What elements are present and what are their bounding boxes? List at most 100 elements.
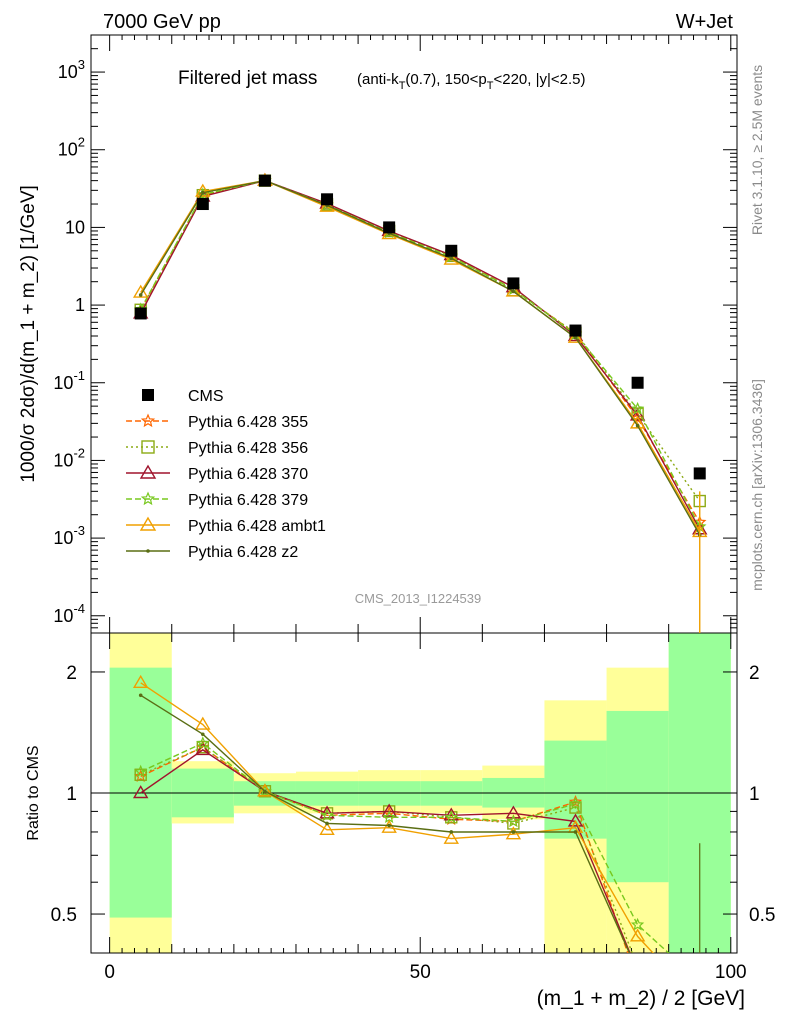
data-point [507,277,520,290]
analysis-id: CMS_2013_I1224539 [355,591,482,606]
data-point [631,376,644,389]
data-point [445,244,458,257]
series-marker [635,423,640,428]
ratio-line-0 [140,746,629,953]
series-marker [201,732,205,737]
series-marker [443,830,459,844]
y-tick-label: 102 [58,135,85,160]
series-line-2 [140,179,701,530]
data-point [134,307,147,320]
ratio-line-5 [140,694,631,953]
series-marker [629,407,646,421]
series-marker [382,810,396,824]
data-point [321,193,334,206]
series-marker [319,821,335,835]
series-marker [141,440,155,454]
data-point [383,221,396,234]
series-marker [139,464,157,479]
series-marker [443,251,459,265]
series-marker [196,736,210,749]
series-marker [319,198,335,212]
series-marker [506,814,521,828]
series-marker [381,819,397,833]
ratio-tick-label-right: 2 [749,663,760,684]
series-marker [568,796,583,810]
series-marker [325,821,329,826]
ratio-line-1 [140,746,634,953]
ratio-tick-label: 1 [66,784,77,805]
series-marker [195,742,211,756]
series-marker [505,826,522,840]
series-marker [569,801,582,814]
series-marker [511,289,516,294]
ratio-tick-label-right: 0.5 [749,905,775,926]
series-marker [449,830,454,834]
series-marker [573,830,578,834]
series-marker [140,491,156,506]
header-energy: 7000 GeV pp [103,11,221,33]
ratio-tick-label: 2 [66,663,77,684]
data-points [134,174,706,480]
stat-band [606,710,669,883]
series-marker [139,516,157,531]
ratio-line-4 [140,682,654,953]
series-marker [132,674,149,688]
y-tick-label: 103 [58,57,85,82]
header-process: W+Jet [676,11,734,33]
y-tick-label: 1 [75,295,85,315]
axis-ticks: 10-4 10-3 10-2 10-1 1 10 102 103 0.5 0.5 1 1 2 2 0 50 10… [51,34,775,983]
legend: CMS Pythia 6.428 355 Pythia 6.428 356 Pythi… [126,388,326,561]
series-marker [263,789,267,794]
chart-subtitle: (anti-kT(0.7), 150<pT<220, |y|<2.5) [357,71,586,92]
series-marker [201,190,205,195]
site-label: mcplots.cern.ch [arXiv:1306.3436] [749,379,765,591]
series-marker [195,183,211,197]
series-marker [630,401,645,415]
rivet-label: Rivet 3.1.10, ≥ 2.5M events [749,65,765,235]
series-lines [132,172,708,953]
data-point [569,324,582,337]
series-marker [573,335,578,340]
series-marker [567,329,584,343]
series-marker [629,928,646,942]
x-tick-label: 0 [104,962,115,983]
stat-band [544,740,607,839]
series-marker [449,256,454,261]
x-tick-label: 50 [410,962,431,983]
series-marker [140,413,156,428]
data-point [258,174,271,187]
x-tick-label: 100 [715,962,747,983]
series-marker [630,917,645,931]
series-marker [567,813,584,827]
y-tick-label: 10 [65,217,85,237]
chart-title: Filtered jet mass [178,68,317,89]
series-marker [138,693,143,698]
ratio-y-axis-label: Ratio to CMS [25,745,42,840]
legend-label: Pythia 6.428 ambt1 [188,518,326,535]
y-tick-label: 10-3 [53,523,85,548]
y-tick-label: 10-2 [53,445,85,470]
x-axis-label: (m_1 + m_2) / 2 [GeV] [537,987,745,1010]
series-marker [146,549,150,553]
series-marker [195,716,211,730]
legend-label: Pythia 6.428 355 [188,414,308,431]
legend-label-cms: CMS [188,388,224,405]
series-marker [134,769,148,783]
series-line-3 [140,179,701,528]
series-marker [381,803,397,817]
ratio-line-3 [140,742,670,953]
ratio-tick-label-right: 1 [749,784,760,805]
series-marker [132,785,149,799]
ratio-tick-label: 0.5 [51,905,77,926]
series-marker [138,293,143,297]
y-axis-label: 1000/σ 2dσ)/d(m_1 + m_2) [1/GeV] [18,185,39,483]
series-marker [511,830,516,834]
legend-marker-cms [142,389,154,401]
series-marker [444,810,458,824]
ratio-bands [91,633,737,953]
data-point [693,467,706,480]
series-marker [320,808,334,822]
legend-label: Pythia 6.428 370 [188,466,308,483]
